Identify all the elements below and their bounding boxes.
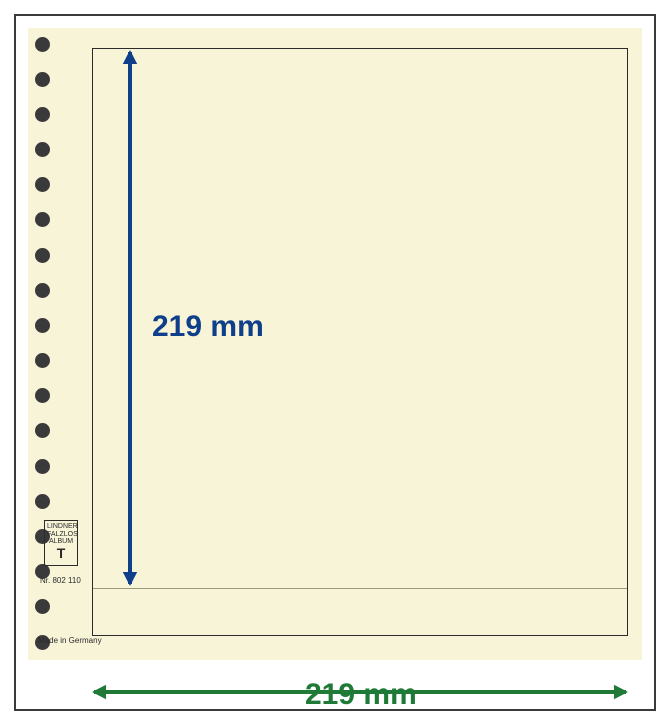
binder-hole: [35, 142, 50, 157]
binder-hole: [35, 423, 50, 438]
brand-line2: FALZLOS: [47, 531, 75, 539]
made-in-label: Made in Germany: [38, 636, 102, 645]
product-code: Nr. 802 110: [40, 576, 81, 585]
vertical-dimension-arrow: [110, 42, 150, 594]
pocket-divider: [93, 588, 627, 589]
binder-hole: [35, 283, 50, 298]
binder-hole: [35, 318, 50, 333]
brand-badge: LINDNER FALZLOS ALBUM T: [44, 520, 78, 566]
binder-hole: [35, 37, 50, 52]
horizontal-dimension-label: 219 mm: [305, 678, 417, 712]
vertical-dimension-label: 219 mm: [152, 310, 264, 344]
brand-letter: T: [47, 546, 75, 560]
binder-hole: [35, 248, 50, 263]
binder-hole: [35, 599, 50, 614]
binder-hole: [35, 177, 50, 192]
binder-hole: [35, 353, 50, 368]
diagram-canvas: 219 mm 219 mm LINDNER FALZLOS ALBUM T Nr…: [0, 0, 670, 725]
binder-hole: [35, 212, 50, 227]
binder-hole: [35, 72, 50, 87]
binder-hole: [35, 107, 50, 122]
brand-line1: LINDNER: [47, 523, 75, 531]
binder-hole: [35, 494, 50, 509]
binder-hole: [35, 388, 50, 403]
binder-hole: [35, 459, 50, 474]
